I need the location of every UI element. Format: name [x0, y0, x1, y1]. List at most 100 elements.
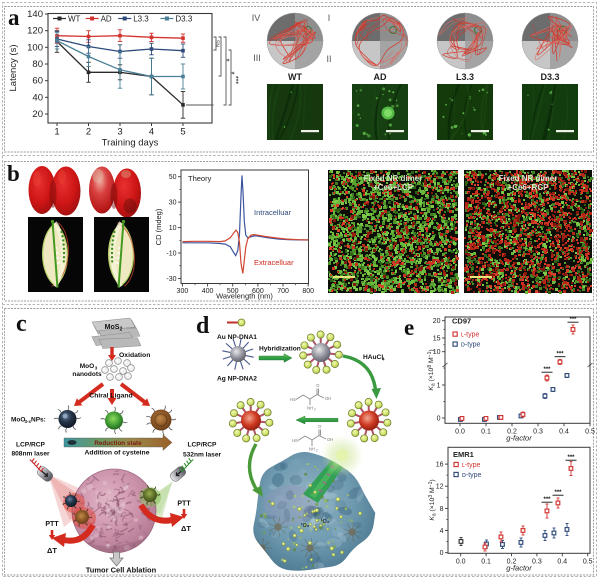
svg-text:12: 12 [436, 484, 444, 491]
svg-text:¹O₂: ¹O₂ [301, 522, 310, 529]
svg-text:1: 1 [54, 127, 59, 138]
svg-text:Theory: Theory [188, 174, 212, 183]
svg-text:100: 100 [27, 42, 43, 53]
svg-text:532nm laser: 532nm laser [183, 452, 222, 459]
svg-text:***: *** [543, 497, 551, 503]
svg-text:D3.3: D3.3 [175, 14, 192, 23]
svg-text:+Ce6+RCP: +Ce6+RCP [508, 183, 550, 192]
svg-text:60: 60 [32, 76, 43, 87]
svg-text:b: b [7, 161, 20, 186]
svg-text:0.4: 0.4 [557, 558, 567, 565]
svg-text:700: 700 [277, 288, 289, 295]
svg-text:0.5: 0.5 [585, 428, 595, 435]
svg-text:NPs:: NPs: [31, 417, 46, 424]
svg-text:30: 30 [169, 200, 177, 207]
svg-text:400: 400 [202, 288, 214, 295]
svg-text:CD (mdeg): CD (mdeg) [154, 208, 163, 245]
svg-text:g-factor: g-factor [506, 564, 532, 573]
svg-text:2: 2 [316, 449, 318, 453]
svg-text:III: III [253, 53, 261, 63]
svg-text:50: 50 [169, 174, 177, 181]
svg-text:2: 2 [86, 127, 91, 138]
svg-text:CD97: CD97 [452, 317, 471, 326]
svg-text:HAuCl: HAuCl [363, 354, 383, 361]
svg-text:ʟ-type: ʟ-type [462, 462, 480, 469]
svg-text:80: 80 [32, 59, 43, 70]
svg-text:Tumor Cell Ablation: Tumor Cell Ablation [86, 566, 157, 575]
svg-text:0.1: 0.1 [481, 558, 491, 565]
svg-text:Wavelength (nm): Wavelength (nm) [216, 292, 273, 301]
svg-text:40: 40 [32, 92, 43, 103]
svg-text:0.3: 0.3 [532, 558, 542, 565]
svg-text:WT: WT [68, 14, 81, 23]
svg-text:Extracelluar: Extracelluar [254, 258, 294, 267]
svg-text:MoS: MoS [105, 324, 120, 331]
svg-text:Fixed NR dimer: Fixed NR dimer [499, 174, 558, 183]
svg-text:L3.3: L3.3 [133, 14, 149, 23]
svg-text:15: 15 [433, 336, 441, 343]
svg-text:***: *** [569, 317, 577, 323]
svg-text:¹O₂: ¹O₂ [321, 518, 330, 525]
svg-text:MoO: MoO [11, 417, 25, 424]
svg-text:OH: OH [325, 396, 331, 401]
svg-text:5: 5 [180, 127, 185, 138]
svg-text:e: e [404, 315, 414, 340]
svg-text:AD: AD [374, 72, 387, 82]
svg-text:0: 0 [437, 416, 441, 423]
svg-text:***: *** [232, 76, 239, 84]
svg-text:Hybridization: Hybridization [259, 346, 301, 353]
svg-text:808nm laser: 808nm laser [11, 451, 50, 458]
svg-text:D3.3: D3.3 [540, 72, 559, 82]
svg-text:4: 4 [149, 127, 154, 138]
svg-text:16: 16 [436, 462, 444, 469]
svg-text:HS: HS [292, 438, 298, 443]
svg-text:PTT: PTT [177, 501, 191, 508]
svg-text:***: *** [543, 367, 551, 373]
svg-text:10: 10 [169, 225, 177, 232]
svg-text:Oxidation: Oxidation [119, 352, 150, 359]
svg-text:LCP/RCP: LCP/RCP [16, 442, 46, 449]
svg-text:8: 8 [440, 506, 444, 513]
svg-text:nanodots: nanodots [72, 371, 102, 378]
svg-text:NH: NH [307, 406, 313, 411]
svg-text:0: 0 [440, 550, 444, 557]
svg-text:ᴅ-type: ᴅ-type [462, 472, 482, 479]
svg-text:WT: WT [288, 72, 302, 82]
svg-text:Fixed NR dimer: Fixed NR dimer [364, 174, 423, 183]
svg-text:0.4: 0.4 [559, 428, 569, 435]
svg-text:Addition of cysteine: Addition of cysteine [85, 450, 150, 457]
svg-text:0.0: 0.0 [455, 428, 465, 435]
svg-text:***: *** [567, 455, 575, 461]
svg-text:120: 120 [27, 26, 43, 37]
svg-text:2: 2 [120, 327, 123, 333]
svg-text:d: d [196, 313, 210, 339]
svg-text:L3.3: L3.3 [456, 72, 474, 82]
svg-text:-30: -30 [166, 276, 176, 283]
svg-text:II: II [326, 54, 331, 64]
svg-text:ΔT: ΔT [181, 524, 191, 533]
svg-text:MoO: MoO [80, 363, 94, 370]
svg-text:PTT: PTT [45, 521, 59, 528]
svg-text:LCP/RCP: LCP/RCP [188, 442, 218, 449]
svg-text:Au NP-DNA1: Au NP-DNA1 [217, 334, 257, 341]
svg-text:ᴅ-type: ᴅ-type [461, 342, 481, 349]
svg-text:4: 4 [440, 528, 444, 535]
svg-text:3: 3 [117, 127, 122, 138]
svg-text:I: I [328, 13, 331, 23]
svg-text:300: 300 [177, 288, 189, 295]
svg-text:Chiral Ligand: Chiral Ligand [89, 393, 132, 400]
svg-text:ʟ-type: ʟ-type [461, 332, 479, 339]
svg-text:Training days: Training days [102, 138, 159, 149]
svg-text:0.5: 0.5 [583, 558, 593, 565]
svg-text:***: *** [554, 490, 562, 496]
svg-text:c: c [16, 311, 27, 337]
svg-text:0.1: 0.1 [481, 428, 491, 435]
svg-text:+Ce6+LCP: +Ce6+LCP [373, 183, 414, 192]
svg-text:g-factor: g-factor [506, 434, 532, 443]
svg-text:800: 800 [302, 288, 314, 295]
svg-text:20: 20 [433, 318, 441, 325]
svg-text:Intracelluar: Intracelluar [254, 208, 292, 217]
svg-text:Latency (s): Latency (s) [8, 45, 19, 92]
svg-text:0.0: 0.0 [456, 558, 466, 565]
svg-text:140: 140 [27, 9, 43, 20]
